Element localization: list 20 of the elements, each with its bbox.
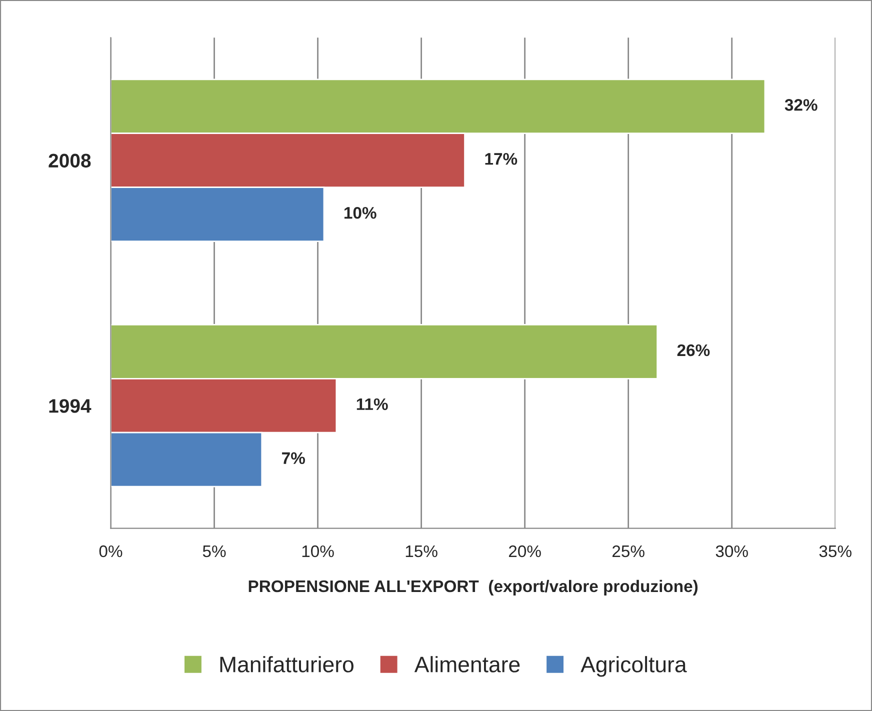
data-label: 17% <box>485 153 518 165</box>
x-tick-label: 0% <box>99 545 122 558</box>
data-label: 11% <box>356 398 388 410</box>
x-tick-label: 25% <box>612 545 644 558</box>
data-label: 10% <box>344 206 376 219</box>
legend-label: Agricoltura <box>580 656 687 677</box>
legend-label: Manifatturiero <box>220 656 354 672</box>
data-label: 26% <box>677 344 710 356</box>
data-label: 32% <box>784 99 818 111</box>
y-tick-label: 1994 <box>49 399 92 413</box>
legend-label: Alimentare <box>414 656 520 672</box>
x-tick-label: 15% <box>406 545 438 558</box>
x-tick-label: 30% <box>716 545 748 558</box>
x-tick-label: 5% <box>202 545 226 558</box>
x-tick-label: 20% <box>508 545 541 558</box>
x-axis-title: PROPENSIONE ALL'EXPORT (export/valore produzione) <box>248 580 698 596</box>
y-tick-label: 2008 <box>48 154 91 168</box>
x-tick-label: 10% <box>302 545 334 558</box>
x-tick-label: 35% <box>819 545 852 558</box>
data-label: 7% <box>282 452 305 464</box>
